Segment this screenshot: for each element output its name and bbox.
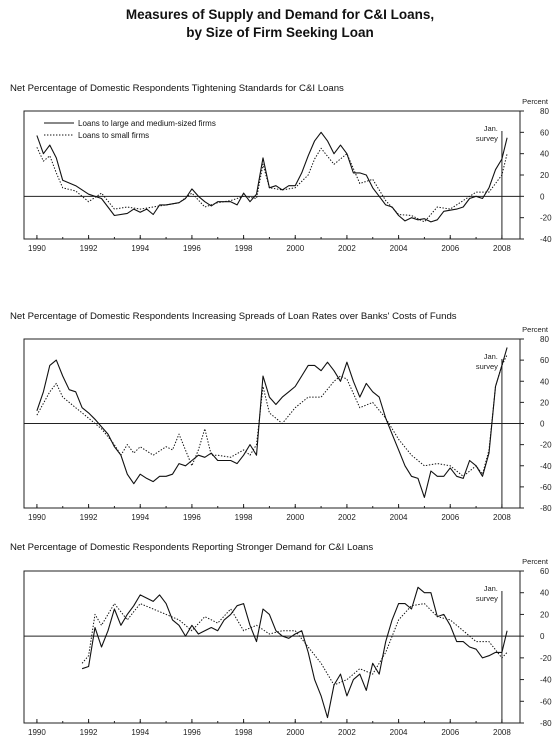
y-tick-label: 40 <box>540 589 549 598</box>
x-tick-label: 2004 <box>390 728 408 737</box>
y-axis-label: Percent <box>522 557 549 566</box>
x-tick-label: 1990 <box>28 244 46 253</box>
chart-2-title: Net Percentage of Domestic Respondents I… <box>10 311 457 322</box>
x-tick-label: 1994 <box>131 513 149 522</box>
x-tick-label: 2002 <box>338 728 356 737</box>
legend-label: Loans to large and medium-sized firms <box>78 119 216 128</box>
series-small-firms-line <box>36 147 508 223</box>
y-tick-label: 40 <box>540 377 549 386</box>
x-tick-label: 2006 <box>441 513 459 522</box>
y-tick-label: -40 <box>540 235 552 244</box>
survey-annotation: Jan. <box>484 124 498 133</box>
y-tick-label: 20 <box>540 171 549 180</box>
y-tick-label: -40 <box>540 676 552 685</box>
survey-annotation: Jan. <box>484 584 498 593</box>
x-tick-label: 1996 <box>183 513 201 522</box>
series-large-firms-line <box>81 586 508 719</box>
series-small-firms-line <box>36 354 508 477</box>
x-tick-label: 1998 <box>235 513 253 522</box>
y-tick-label: -60 <box>540 697 552 706</box>
x-tick-label: 2000 <box>286 513 304 522</box>
y-tick-label: -20 <box>540 441 552 450</box>
y-tick-label: -80 <box>540 504 552 513</box>
x-tick-label: 2006 <box>441 728 459 737</box>
x-tick-label: 2002 <box>338 513 356 522</box>
y-tick-label: 0 <box>540 420 545 429</box>
y-tick-label: -40 <box>540 462 552 471</box>
page-subtitle: by Size of Firm Seeking Loan <box>186 25 374 40</box>
y-tick-label: 20 <box>540 398 549 407</box>
x-tick-label: 1992 <box>80 244 98 253</box>
x-tick-label: 2004 <box>390 513 408 522</box>
x-tick-label: 1992 <box>80 728 98 737</box>
x-tick-label: 1990 <box>28 728 46 737</box>
x-tick-label: 1994 <box>131 728 149 737</box>
x-tick-label: 1992 <box>80 513 98 522</box>
survey-annotation: survey <box>476 362 498 371</box>
y-tick-label: 60 <box>540 356 549 365</box>
y-tick-label: 60 <box>540 567 549 576</box>
x-tick-label: 2008 <box>493 513 511 522</box>
survey-annotation: Jan. <box>484 352 498 361</box>
x-tick-label: 2002 <box>338 244 356 253</box>
chart-3-title: Net Percentage of Domestic Respondents R… <box>10 542 374 553</box>
y-tick-label: -20 <box>540 214 552 223</box>
survey-annotation: survey <box>476 134 498 143</box>
y-tick-label: 60 <box>540 128 549 137</box>
page-title: Measures of Supply and Demand for C&I Lo… <box>125 7 435 22</box>
legend-label: Loans to small firms <box>78 131 149 140</box>
y-tick-label: 20 <box>540 610 549 619</box>
x-tick-label: 1990 <box>28 513 46 522</box>
x-tick-label: 2000 <box>286 728 304 737</box>
plot-frame <box>23 570 521 724</box>
x-tick-label: 2004 <box>390 244 408 253</box>
y-tick-label: -20 <box>540 654 552 663</box>
y-tick-label: -80 <box>540 719 552 728</box>
y-tick-label: 40 <box>540 150 549 159</box>
x-tick-label: 2008 <box>493 728 511 737</box>
chart-1-title: Net Percentage of Domestic Respondents T… <box>10 83 344 94</box>
y-tick-label: 80 <box>540 107 549 116</box>
y-axis-label: Percent <box>522 97 549 106</box>
y-tick-label: -60 <box>540 483 552 492</box>
y-tick-label: 0 <box>540 192 545 201</box>
y-tick-label: 80 <box>540 335 549 344</box>
y-tick-label: 0 <box>540 632 545 641</box>
x-tick-label: 2006 <box>441 244 459 253</box>
x-tick-label: 1996 <box>183 728 201 737</box>
x-tick-label: 1994 <box>131 244 149 253</box>
series-large-firms-line <box>36 131 508 223</box>
series-large-firms-line <box>36 347 508 498</box>
x-tick-label: 1998 <box>235 728 253 737</box>
x-tick-label: 2000 <box>286 244 304 253</box>
series-small-firms-line <box>81 603 508 686</box>
x-tick-label: 1996 <box>183 244 201 253</box>
survey-annotation: survey <box>476 594 498 603</box>
y-axis-label: Percent <box>522 325 549 334</box>
x-tick-label: 2008 <box>493 244 511 253</box>
x-tick-label: 1998 <box>235 244 253 253</box>
